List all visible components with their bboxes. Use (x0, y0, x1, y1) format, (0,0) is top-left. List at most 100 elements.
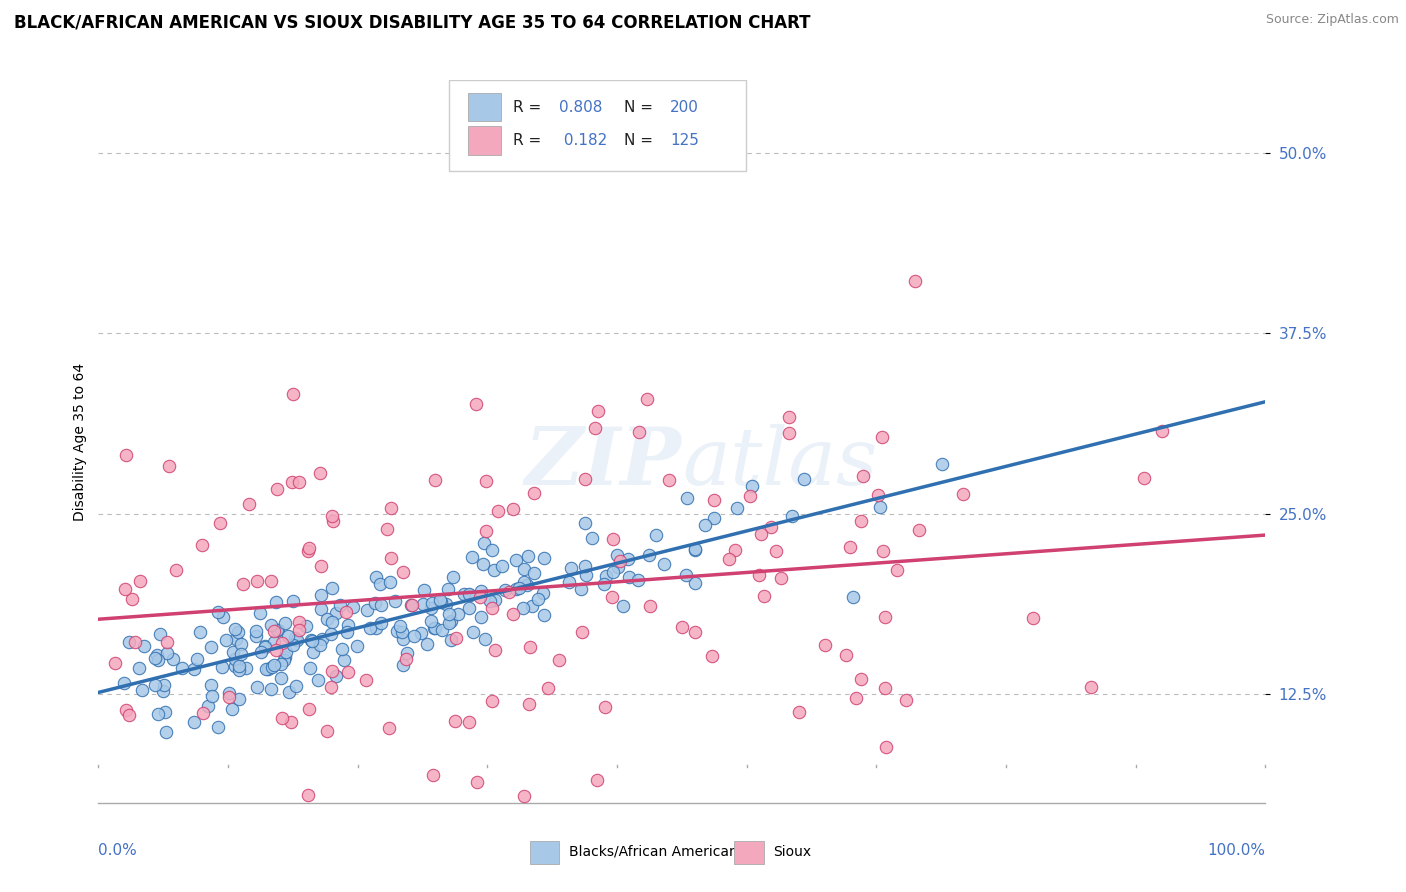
Point (628, 425, 651, 439)
Point (124, 635, 146, 649)
Point (872, 544, 894, 558)
Point (201, 689, 224, 703)
Point (517, 697, 540, 711)
Point (602, 565, 624, 579)
Point (281, 475, 304, 490)
Point (129, 574, 152, 588)
Point (307, 673, 329, 687)
Point (271, 636, 294, 650)
Point (308, 638, 330, 652)
Text: Source: ZipAtlas.com: Source: ZipAtlas.com (1265, 13, 1399, 27)
Point (283, 594, 305, 608)
Point (1150, 424, 1173, 438)
Point (388, 619, 411, 633)
Point (308, 467, 330, 481)
Point (444, 714, 467, 728)
Point (143, 651, 166, 665)
Point (931, 457, 953, 471)
Point (724, 543, 747, 558)
Point (392, 632, 415, 646)
Point (425, 621, 447, 635)
Point (146, 648, 169, 662)
Point (875, 681, 897, 695)
Point (558, 575, 581, 590)
Text: 125: 125 (671, 133, 699, 148)
Point (412, 597, 434, 611)
Point (411, 626, 433, 640)
Text: ZIP: ZIP (524, 425, 682, 502)
Point (513, 575, 536, 590)
Point (197, 699, 219, 714)
Point (429, 592, 451, 607)
Point (228, 625, 250, 640)
Point (266, 624, 288, 638)
Point (266, 643, 288, 657)
Point (336, 625, 359, 640)
Point (200, 678, 222, 692)
Point (266, 482, 288, 496)
Point (335, 605, 357, 619)
Point (316, 612, 339, 626)
Point (330, 642, 353, 657)
Point (605, 548, 627, 562)
Point (703, 510, 725, 524)
Point (298, 541, 321, 555)
Text: 0.0%: 0.0% (98, 843, 138, 857)
Point (498, 584, 520, 599)
Point (457, 600, 479, 615)
Point (224, 658, 246, 673)
Point (479, 594, 502, 608)
Point (460, 588, 482, 602)
Point (186, 652, 208, 666)
Text: N =: N = (624, 100, 652, 114)
Point (586, 773, 609, 788)
Point (288, 615, 311, 629)
Point (470, 583, 492, 598)
Point (574, 559, 596, 574)
Point (263, 658, 285, 673)
Point (396, 646, 419, 660)
FancyBboxPatch shape (449, 80, 747, 170)
Point (548, 652, 571, 666)
Point (260, 681, 283, 696)
Point (207, 720, 229, 734)
Point (162, 652, 184, 666)
Point (270, 711, 292, 725)
Point (228, 663, 250, 677)
Point (474, 632, 496, 646)
FancyBboxPatch shape (734, 841, 763, 864)
Point (780, 508, 803, 523)
Point (593, 700, 616, 714)
Point (502, 502, 524, 516)
Point (245, 624, 267, 639)
Point (342, 599, 364, 614)
Point (285, 632, 308, 647)
Point (519, 640, 541, 654)
Point (212, 610, 235, 624)
Point (517, 549, 540, 563)
Point (211, 660, 233, 674)
Point (436, 582, 458, 596)
Point (574, 472, 596, 486)
Point (868, 488, 890, 502)
Point (457, 714, 479, 729)
Text: N =: N = (624, 133, 652, 148)
Point (224, 622, 246, 636)
Point (384, 594, 406, 608)
Point (364, 596, 387, 610)
Point (155, 725, 177, 739)
Point (146, 653, 169, 667)
Point (533, 550, 555, 565)
Point (156, 635, 179, 649)
Point (439, 615, 461, 630)
Point (143, 678, 166, 692)
Point (333, 653, 356, 667)
Point (430, 595, 453, 609)
Point (322, 514, 344, 528)
Point (560, 560, 582, 574)
Point (675, 568, 697, 582)
Point (336, 665, 359, 679)
Point (440, 615, 463, 629)
Point (207, 605, 229, 619)
Point (606, 559, 628, 574)
